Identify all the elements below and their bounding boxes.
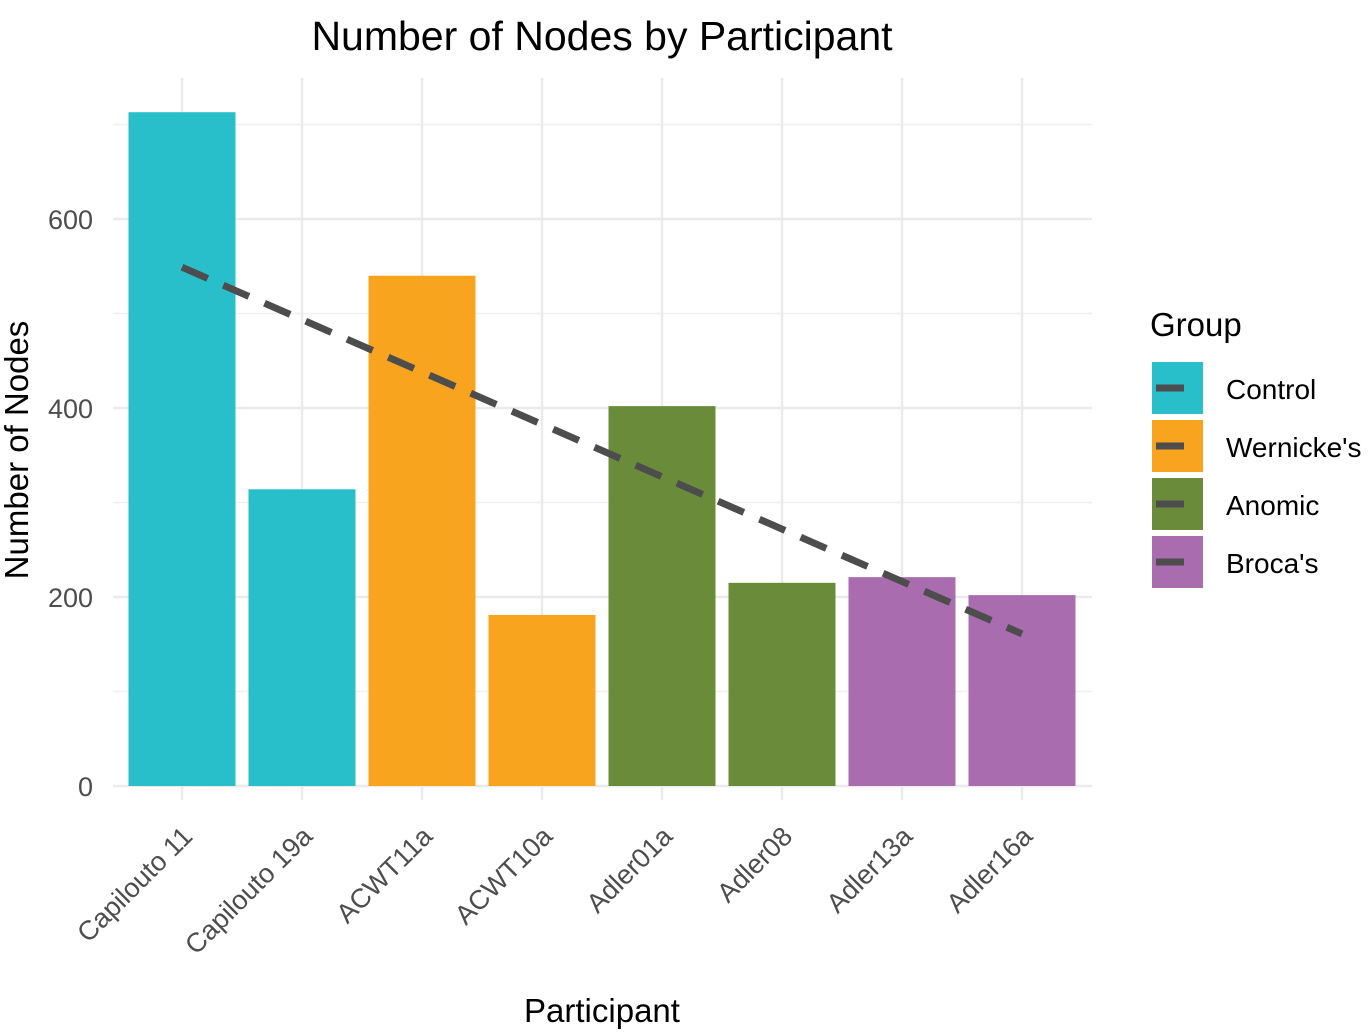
x-tick-label: Capilouto 19a bbox=[179, 820, 319, 960]
legend-title: Group bbox=[1150, 306, 1242, 343]
legend-item-wernickes: Wernicke's bbox=[1152, 420, 1362, 472]
x-tick-label: Adler13a bbox=[821, 820, 919, 918]
bar-adler08 bbox=[728, 582, 836, 786]
legend-item-brocas: Broca's bbox=[1152, 536, 1319, 588]
x-tick-label: Adler16a bbox=[941, 820, 1039, 918]
bars bbox=[128, 112, 1076, 787]
bar-capilouto-19a bbox=[248, 489, 356, 786]
y-axis-title: Number of Nodes bbox=[0, 321, 35, 580]
y-tick-label: 0 bbox=[78, 772, 93, 802]
legend-label: Wernicke's bbox=[1226, 432, 1362, 463]
y-tick-label: 400 bbox=[48, 394, 93, 424]
legend-label: Broca's bbox=[1226, 548, 1319, 579]
x-tick-label: ACWT10a bbox=[449, 820, 559, 930]
bar-adler01a bbox=[608, 406, 716, 786]
bar-adler13a bbox=[848, 577, 956, 786]
legend-item-anomic: Anomic bbox=[1152, 478, 1319, 530]
x-tick-label: Capilouto 11 bbox=[71, 821, 198, 948]
bar-acwt10a bbox=[488, 614, 596, 786]
trend-line-segment bbox=[180, 263, 1024, 638]
legend: Group Control Wernicke's Anomic Broca's bbox=[1150, 306, 1362, 588]
y-tick-label: 600 bbox=[48, 205, 93, 235]
legend-item-control: Control bbox=[1152, 362, 1316, 414]
chart-title: Number of Nodes by Participant bbox=[311, 13, 893, 59]
legend-label: Anomic bbox=[1226, 490, 1319, 521]
bar-capilouto-11 bbox=[128, 112, 236, 787]
x-tick-label: Adler08 bbox=[711, 821, 798, 908]
bar-adler16a bbox=[968, 595, 1076, 786]
y-tick-label: 200 bbox=[48, 583, 93, 613]
legend-label: Control bbox=[1226, 374, 1316, 405]
x-axis-title: Participant bbox=[524, 992, 680, 1029]
x-tick-label: ACWT11a bbox=[330, 820, 439, 929]
y-axis-ticks: 0 200 400 600 bbox=[48, 205, 93, 802]
bar-acwt11a bbox=[368, 275, 476, 786]
trend-line bbox=[180, 263, 1024, 638]
x-tick-label: Adler01a bbox=[581, 820, 679, 918]
